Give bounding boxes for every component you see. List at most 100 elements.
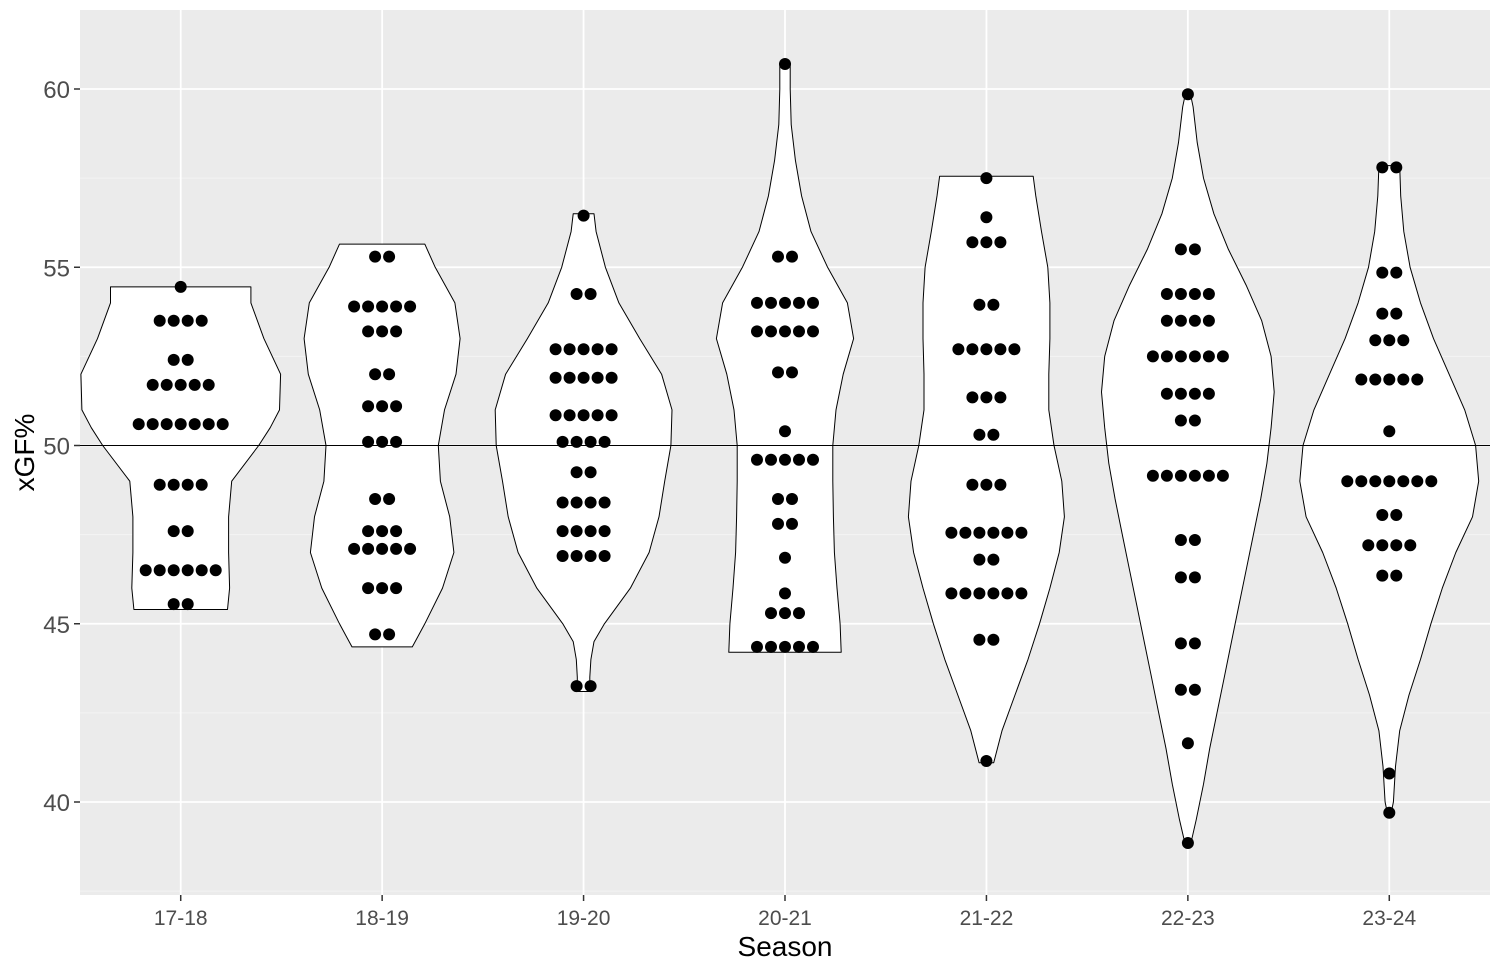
data-point bbox=[994, 478, 1007, 491]
data-point bbox=[1181, 737, 1194, 750]
data-point bbox=[1369, 373, 1382, 386]
data-point bbox=[772, 366, 784, 379]
data-point bbox=[369, 250, 382, 263]
data-point bbox=[966, 236, 979, 249]
data-point bbox=[195, 314, 208, 327]
data-point bbox=[362, 542, 375, 555]
data-point bbox=[605, 343, 618, 356]
data-point bbox=[369, 368, 382, 381]
data-point bbox=[1390, 509, 1403, 521]
data-point bbox=[549, 371, 562, 384]
y-tick-label: 40 bbox=[43, 790, 70, 817]
data-point bbox=[390, 325, 403, 338]
y-axis: 40 45 50 55 60 bbox=[43, 77, 80, 817]
data-point bbox=[584, 550, 597, 562]
x-axis: 17-18 18-19 19-20 20-21 21-22 22-23 23-24 bbox=[154, 895, 1416, 930]
data-point bbox=[779, 587, 791, 600]
data-point bbox=[1425, 475, 1438, 488]
data-point bbox=[570, 496, 583, 509]
data-point bbox=[1008, 343, 1021, 356]
data-point bbox=[1404, 539, 1417, 552]
data-point bbox=[376, 325, 389, 338]
data-point bbox=[167, 353, 180, 366]
data-point bbox=[139, 564, 152, 577]
data-point bbox=[1188, 637, 1201, 650]
data-point bbox=[404, 542, 417, 555]
data-point bbox=[195, 564, 208, 577]
data-point bbox=[584, 496, 597, 509]
data-point bbox=[765, 453, 777, 466]
data-point bbox=[153, 564, 166, 577]
data-point bbox=[1376, 307, 1389, 320]
data-point bbox=[1202, 288, 1215, 300]
data-point bbox=[1160, 469, 1173, 482]
data-point bbox=[167, 525, 180, 538]
data-point bbox=[1174, 288, 1187, 300]
x-tick-label: 17-18 bbox=[154, 907, 208, 930]
data-point bbox=[1369, 334, 1382, 347]
data-point bbox=[1174, 534, 1187, 546]
data-point bbox=[556, 496, 569, 509]
data-point bbox=[383, 250, 396, 263]
x-tick-label: 19-20 bbox=[557, 907, 611, 930]
data-point bbox=[146, 418, 159, 431]
data-point bbox=[994, 236, 1007, 249]
data-point bbox=[1202, 469, 1215, 482]
data-point bbox=[793, 325, 805, 338]
data-point bbox=[348, 300, 361, 313]
data-point bbox=[362, 435, 375, 448]
data-point bbox=[980, 343, 993, 356]
data-point bbox=[1376, 569, 1389, 582]
data-point bbox=[584, 288, 597, 300]
data-point bbox=[584, 525, 597, 538]
data-point bbox=[779, 551, 791, 564]
data-point bbox=[376, 435, 389, 448]
data-point bbox=[1390, 569, 1403, 582]
data-point bbox=[390, 542, 403, 555]
data-point bbox=[383, 368, 396, 381]
data-point bbox=[772, 517, 784, 530]
x-tick-label: 22-23 bbox=[1161, 907, 1215, 930]
data-point bbox=[765, 296, 777, 309]
data-point bbox=[376, 525, 389, 538]
data-point bbox=[570, 680, 583, 693]
data-point bbox=[1181, 88, 1194, 101]
data-point bbox=[779, 453, 791, 466]
data-point bbox=[577, 371, 590, 384]
data-point bbox=[598, 525, 611, 538]
x-tick-label: 18-19 bbox=[355, 907, 409, 930]
violin-19-20 bbox=[494, 213, 673, 692]
data-point bbox=[1188, 683, 1201, 696]
data-point bbox=[786, 493, 798, 505]
data-point bbox=[362, 582, 375, 595]
y-tick-label: 50 bbox=[43, 434, 70, 461]
data-point bbox=[1216, 350, 1229, 363]
data-point bbox=[153, 314, 166, 327]
data-point bbox=[1383, 767, 1396, 780]
data-point bbox=[1146, 469, 1159, 482]
data-point bbox=[779, 607, 791, 620]
data-point bbox=[1383, 475, 1396, 488]
data-point bbox=[563, 409, 576, 422]
data-point bbox=[751, 325, 763, 338]
x-tick-label: 20-21 bbox=[758, 907, 812, 930]
data-point bbox=[1411, 475, 1424, 488]
data-point bbox=[202, 418, 215, 431]
data-point bbox=[1216, 469, 1229, 482]
data-point bbox=[980, 211, 993, 224]
data-point bbox=[1383, 806, 1396, 819]
data-point bbox=[563, 343, 576, 356]
data-point bbox=[1188, 314, 1201, 327]
data-point bbox=[980, 478, 993, 491]
data-point bbox=[348, 542, 361, 555]
data-point bbox=[779, 296, 791, 309]
data-point bbox=[1001, 587, 1014, 600]
data-point bbox=[160, 418, 173, 431]
data-point bbox=[1202, 314, 1215, 327]
data-point bbox=[1146, 350, 1159, 363]
data-point bbox=[160, 378, 173, 391]
data-point bbox=[591, 371, 604, 384]
data-point bbox=[793, 640, 805, 653]
data-point bbox=[973, 587, 986, 600]
data-point bbox=[1160, 350, 1173, 363]
